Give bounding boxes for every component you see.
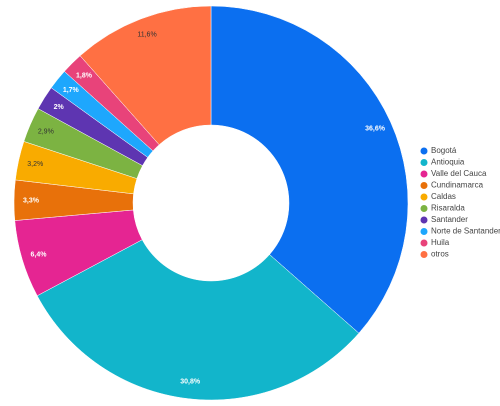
legend-swatch (420, 251, 428, 258)
legend-label: Antioquia (431, 158, 465, 167)
slice (210, 5, 409, 334)
slice (36, 239, 360, 401)
legend-label: Norte de Santander (431, 227, 500, 236)
legend-swatch (420, 182, 428, 189)
slice-label: 1,8% (76, 72, 93, 79)
slice-label: 3,2% (27, 161, 43, 168)
legend-swatch (420, 193, 428, 201)
slice-label: 2,9% (38, 128, 54, 135)
slice-label: 3,3% (23, 197, 40, 204)
slice-label: 30,8% (180, 379, 201, 386)
legend-swatch (420, 216, 428, 224)
legend-swatch (420, 239, 428, 247)
legend-swatch (420, 159, 428, 166)
legend-label: Santander (431, 215, 468, 224)
slice-label: 36,6% (365, 126, 386, 133)
legend-label: Risaralda (431, 204, 465, 213)
legend-swatch (420, 147, 428, 155)
legend-swatch (420, 228, 428, 235)
legend-label: otros (431, 250, 449, 259)
slice-label: 1,7% (63, 87, 80, 94)
slice-label: 2% (54, 104, 65, 111)
slice-label: 11,6% (137, 32, 156, 39)
legend-label: Bogotá (431, 146, 457, 155)
legend-label: Caldas (431, 192, 456, 201)
legend-label: Valle del Cauca (431, 169, 487, 178)
slice (79, 5, 212, 146)
slice-label: 6,4% (31, 251, 48, 258)
legend-swatch (420, 205, 428, 212)
legend-label: Cundinamarca (431, 181, 484, 190)
legend-swatch (420, 170, 428, 178)
legend-label: Huila (431, 238, 450, 247)
